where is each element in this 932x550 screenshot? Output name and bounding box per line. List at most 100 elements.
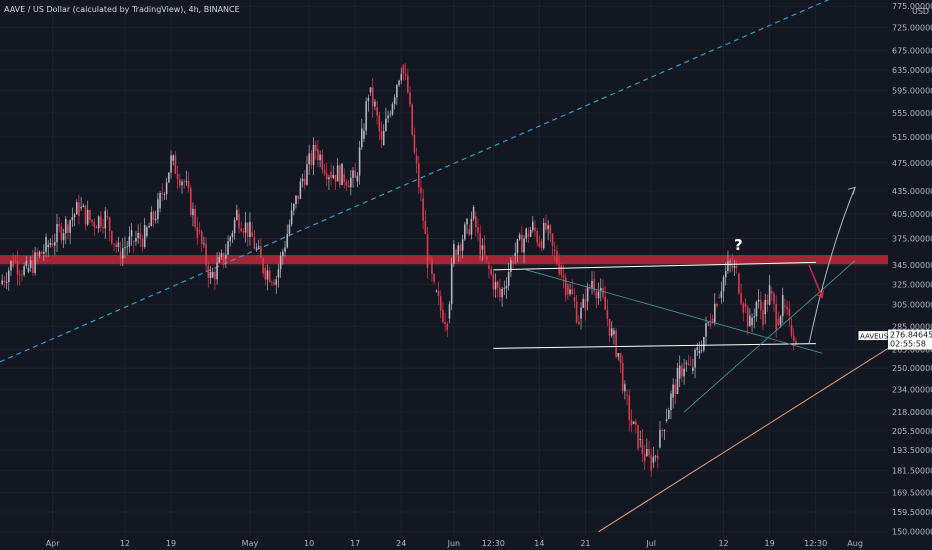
candle-body	[608, 318, 611, 336]
candle-body	[602, 287, 604, 297]
candle-body	[277, 269, 280, 278]
candle-body	[36, 252, 39, 256]
candle-body	[306, 164, 308, 185]
candle-body	[551, 233, 554, 246]
candle-body	[198, 230, 201, 232]
candle-body	[512, 260, 514, 264]
candle-body	[597, 291, 600, 299]
candle-body	[415, 155, 418, 164]
candle-body	[293, 204, 295, 211]
candle-body	[437, 290, 440, 297]
candle-body	[444, 321, 446, 324]
candle-body	[58, 224, 60, 227]
candle-body	[751, 317, 753, 326]
channel-upper-line	[493, 261, 816, 271]
candle-body	[613, 330, 615, 335]
candle-body	[60, 226, 63, 241]
candle-body	[391, 103, 394, 115]
candle-body	[216, 262, 218, 280]
projection-up-arrowhead	[847, 186, 856, 195]
candle-body	[404, 73, 407, 76]
candle-body	[255, 247, 258, 249]
price-tag-value: 276.846458	[890, 331, 932, 340]
candle-body	[363, 130, 365, 139]
candle-body	[161, 193, 164, 195]
candle-body	[731, 264, 734, 269]
candle-body	[619, 353, 622, 363]
candle-body	[523, 238, 525, 253]
candle-body	[753, 316, 756, 318]
candle-body	[516, 239, 519, 254]
candle-body	[481, 245, 484, 250]
candle-body	[354, 170, 356, 178]
candle-body	[556, 250, 558, 264]
candle-body	[584, 298, 587, 311]
time-tick-label: 19	[765, 539, 775, 548]
candle-body	[246, 222, 249, 237]
candle-body	[396, 85, 398, 98]
candle-body	[111, 231, 113, 244]
candle-body	[157, 199, 159, 219]
candle-body	[746, 307, 749, 327]
candle-body	[591, 281, 593, 288]
candle-body	[336, 165, 339, 182]
candle-body	[521, 234, 523, 253]
candle-body	[659, 429, 661, 448]
candle-body	[494, 281, 497, 290]
candle-body	[374, 101, 376, 107]
candle-body	[49, 243, 52, 245]
candle-body	[69, 220, 71, 233]
candle-body	[540, 241, 543, 248]
candle-body	[303, 178, 306, 185]
candle-body	[534, 227, 536, 232]
candle-body	[624, 384, 626, 392]
candle-body	[382, 130, 385, 146]
candle-body	[529, 230, 532, 237]
candle-body	[479, 232, 481, 259]
grid	[0, 0, 888, 536]
candle-body	[345, 181, 348, 186]
candle-body	[424, 220, 427, 235]
candle-body	[73, 214, 76, 218]
candle-body	[275, 279, 278, 285]
candle-body	[262, 257, 264, 274]
candle-body	[757, 299, 760, 302]
candle-body	[143, 225, 146, 247]
candle-body	[233, 219, 236, 234]
candle-body	[358, 147, 361, 176]
price-tag-countdown: 02:55:58	[890, 340, 926, 349]
candle-body	[672, 384, 674, 398]
candle-body	[227, 241, 229, 255]
candle-body	[632, 421, 635, 425]
candle-body	[352, 170, 354, 178]
candle-body	[183, 181, 185, 183]
candle-body	[411, 104, 414, 135]
candle-body	[685, 362, 688, 364]
candle-body	[260, 246, 262, 258]
candle-body	[700, 350, 703, 352]
candle-body	[663, 429, 666, 431]
candle-body	[409, 92, 411, 105]
candle-body	[407, 75, 409, 93]
price-tick-label: 205.500000	[892, 427, 932, 436]
candle-body	[604, 296, 606, 310]
candle-body	[422, 198, 424, 221]
candle-body	[733, 266, 736, 269]
candle-body	[532, 221, 534, 231]
candle-body	[562, 274, 565, 278]
candle-body	[784, 305, 786, 307]
candle-body	[229, 237, 232, 242]
candle-body	[442, 309, 444, 322]
candle-body	[97, 216, 100, 229]
candle-body	[773, 293, 775, 304]
candle-body	[113, 243, 115, 245]
candle-body	[635, 421, 637, 425]
candle-body	[25, 261, 28, 267]
candle-body	[711, 318, 714, 323]
candle-body	[470, 218, 473, 235]
candle-body	[321, 154, 324, 170]
candle-body	[380, 131, 383, 140]
candle-body	[503, 288, 506, 290]
candle-body	[325, 173, 328, 180]
